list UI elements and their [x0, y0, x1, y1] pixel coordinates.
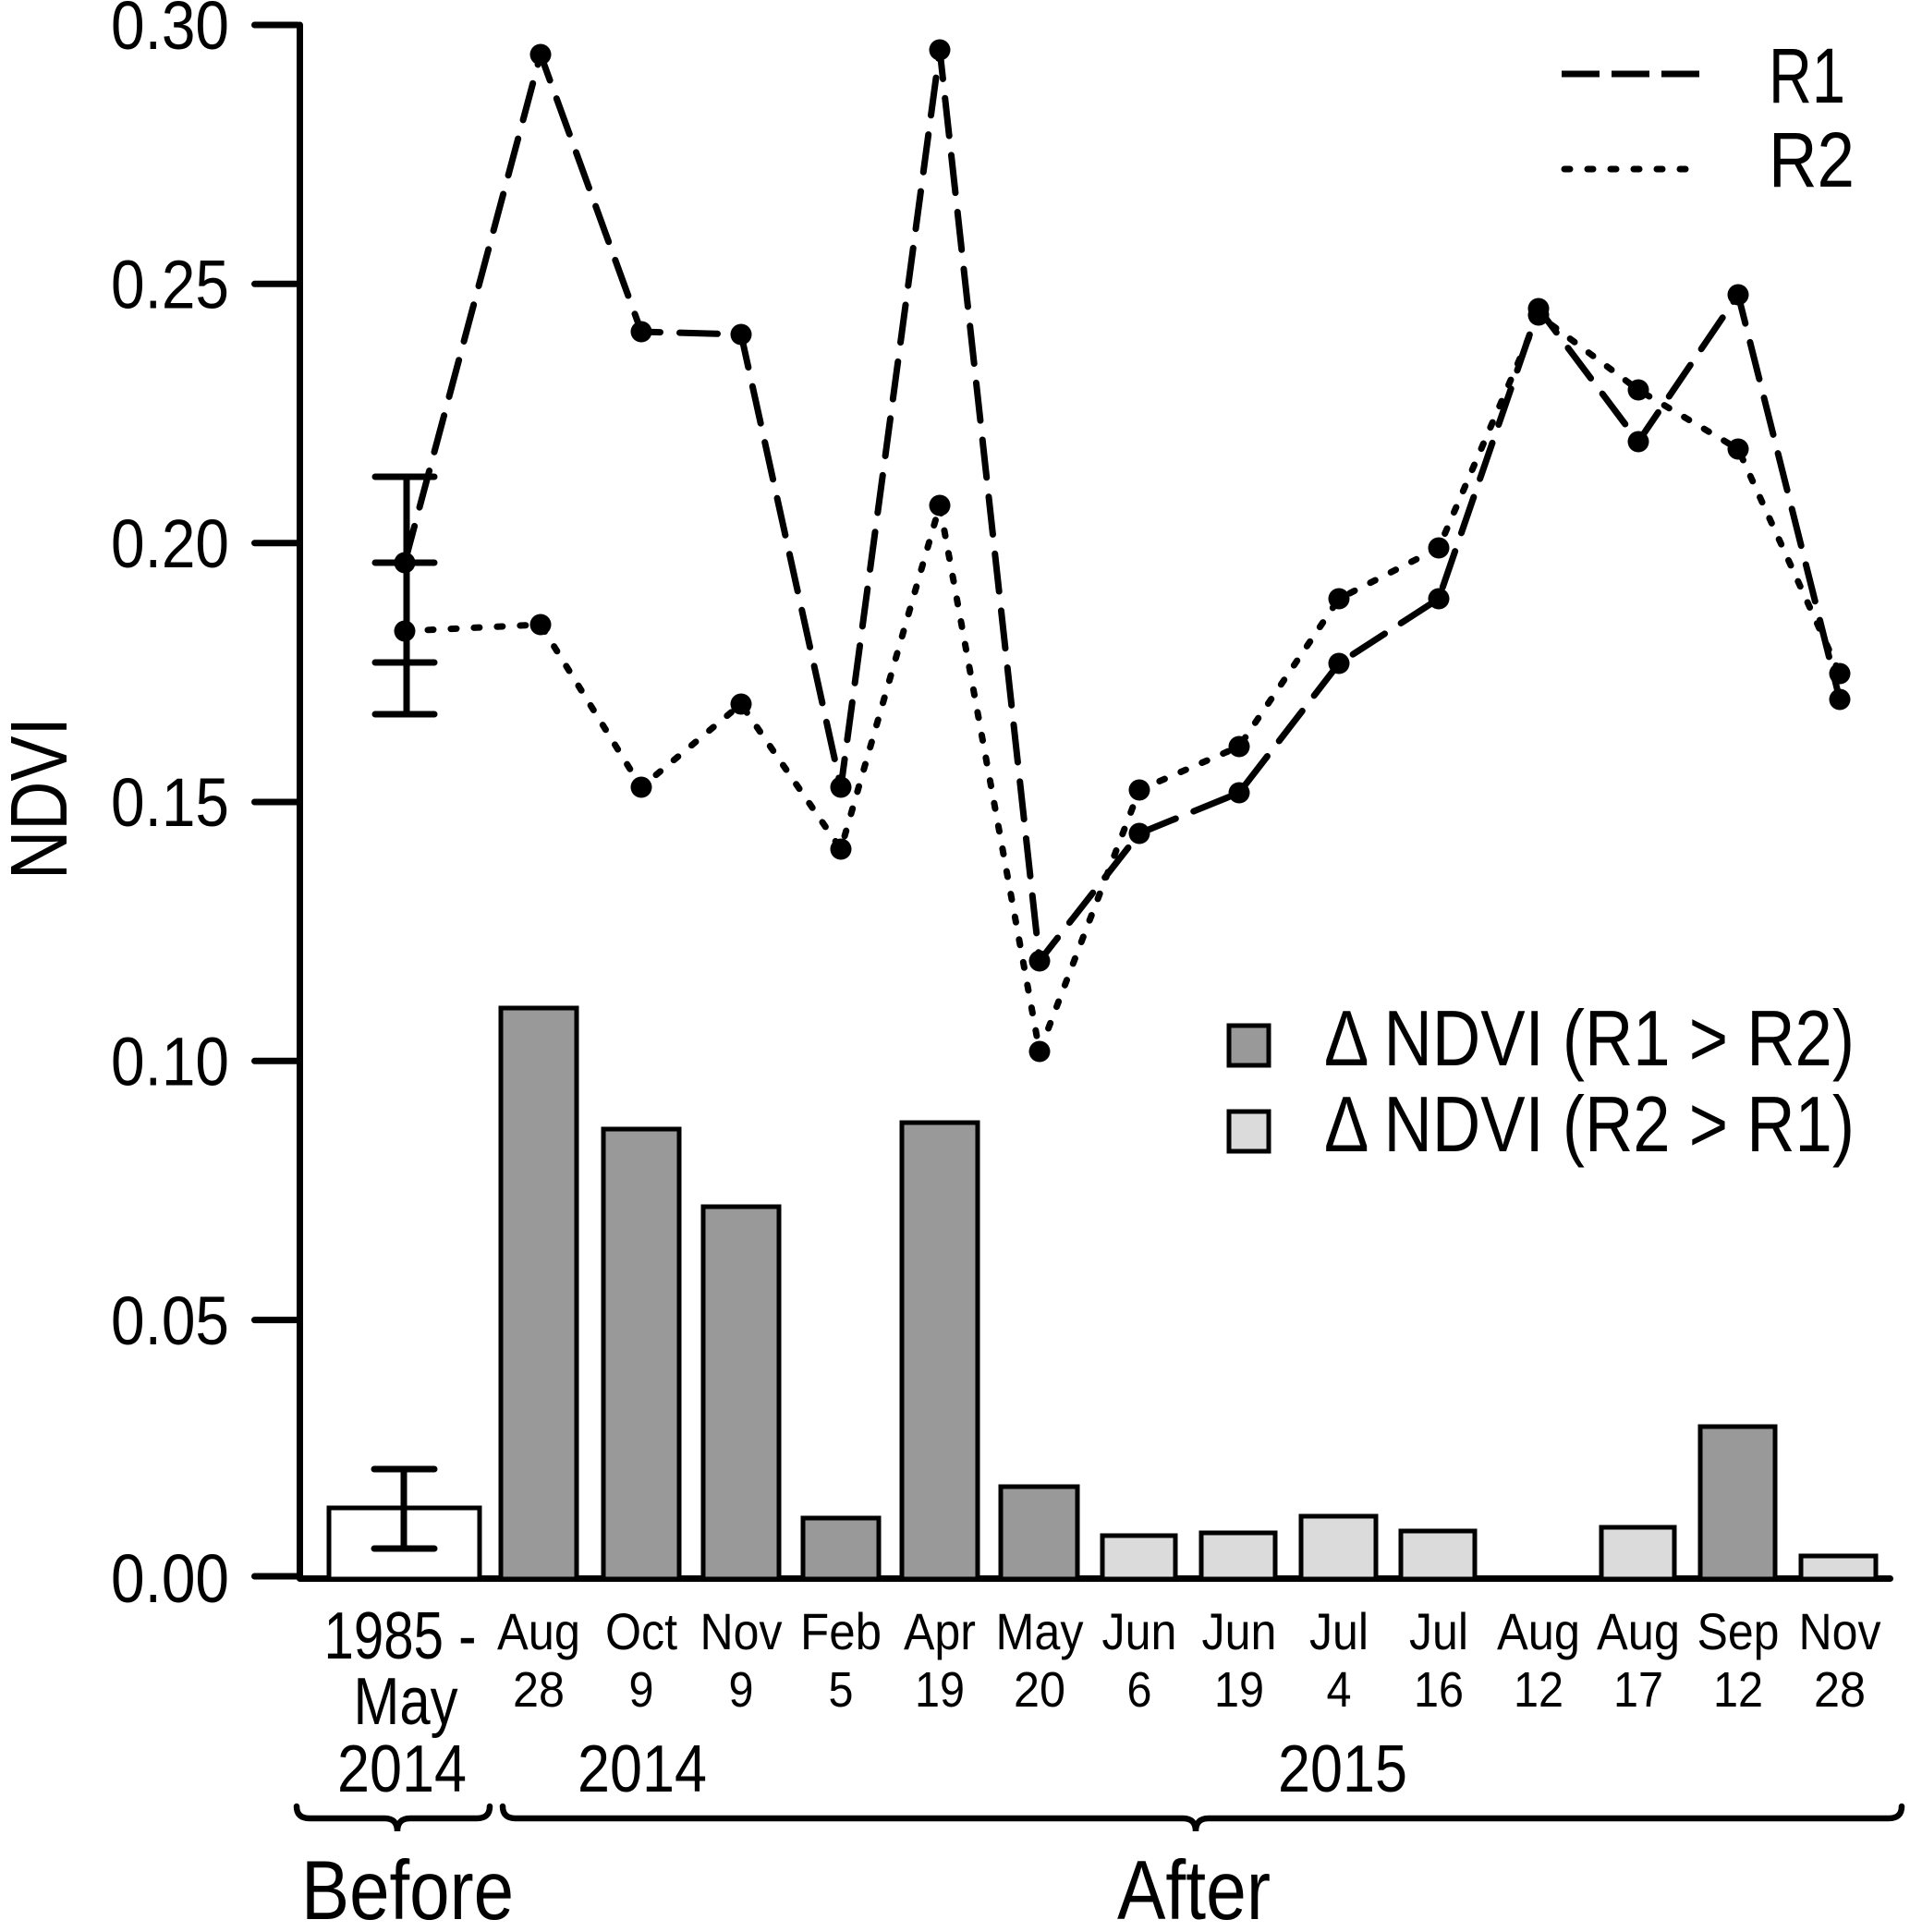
- svg-text:20: 20: [1014, 1662, 1065, 1718]
- svg-text:6: 6: [1127, 1662, 1152, 1718]
- svg-text:Feb: Feb: [800, 1602, 882, 1660]
- svg-text:Jul: Jul: [1409, 1602, 1468, 1660]
- svg-text:NDVI: NDVI: [0, 717, 84, 880]
- svg-text:Jun: Jun: [1102, 1602, 1177, 1660]
- svg-text:19: 19: [1214, 1662, 1264, 1718]
- svg-text:5: 5: [829, 1662, 854, 1718]
- svg-text:Aug: Aug: [1597, 1602, 1680, 1660]
- svg-text:2014: 2014: [337, 1732, 467, 1806]
- svg-text:Oct: Oct: [605, 1602, 677, 1660]
- svg-text:Sep: Sep: [1697, 1602, 1780, 1660]
- svg-text:Δ NDVI (R1 > R2): Δ NDVI (R1 > R2): [1324, 995, 1855, 1083]
- svg-text:0.20: 0.20: [111, 505, 229, 582]
- svg-text:2015: 2015: [1278, 1732, 1407, 1806]
- svg-text:Nov: Nov: [700, 1602, 783, 1660]
- svg-text:16: 16: [1414, 1662, 1464, 1718]
- svg-text:After: After: [1117, 1844, 1271, 1927]
- svg-text:May: May: [354, 1665, 458, 1739]
- svg-text:0.10: 0.10: [111, 1024, 229, 1100]
- svg-text:1985 -: 1985 -: [324, 1599, 477, 1673]
- svg-text:Nov: Nov: [1799, 1602, 1881, 1660]
- svg-text:May: May: [996, 1602, 1084, 1660]
- svg-text:28: 28: [513, 1662, 565, 1718]
- svg-text:R2: R2: [1769, 116, 1855, 203]
- svg-text:Jul: Jul: [1309, 1602, 1369, 1660]
- svg-text:0.30: 0.30: [111, 0, 229, 64]
- svg-text:12: 12: [1514, 1662, 1563, 1718]
- svg-text:9: 9: [629, 1662, 654, 1718]
- svg-text:Before: Before: [301, 1844, 514, 1927]
- svg-text:R1: R1: [1769, 32, 1845, 119]
- svg-text:2014: 2014: [578, 1732, 707, 1806]
- svg-text:Aug: Aug: [497, 1602, 580, 1660]
- svg-text:12: 12: [1713, 1662, 1763, 1718]
- svg-text:Aug: Aug: [1497, 1602, 1580, 1660]
- svg-text:Δ NDVI (R2 > R1): Δ NDVI (R2 > R1): [1324, 1081, 1855, 1169]
- svg-text:0.05: 0.05: [111, 1282, 229, 1359]
- svg-text:Apr: Apr: [904, 1602, 976, 1660]
- svg-text:4: 4: [1327, 1662, 1352, 1718]
- svg-text:Jun: Jun: [1202, 1602, 1277, 1660]
- svg-text:19: 19: [915, 1662, 965, 1718]
- svg-text:0.25: 0.25: [111, 247, 229, 323]
- svg-text:0.00: 0.00: [111, 1540, 229, 1617]
- svg-text:0.15: 0.15: [111, 764, 229, 841]
- svg-text:17: 17: [1613, 1662, 1663, 1718]
- svg-text:28: 28: [1814, 1662, 1866, 1718]
- svg-text:9: 9: [729, 1662, 754, 1718]
